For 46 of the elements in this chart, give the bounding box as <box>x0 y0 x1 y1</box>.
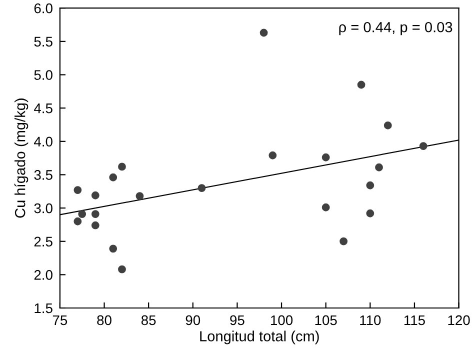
point <box>109 173 118 182</box>
y-tick-label: 5.0 <box>34 70 52 80</box>
point <box>322 153 330 162</box>
point <box>268 151 277 160</box>
point <box>375 163 383 172</box>
point <box>322 203 330 212</box>
point <box>74 186 82 194</box>
point <box>118 162 126 171</box>
y-tick-label: 5.5 <box>34 36 52 47</box>
point <box>78 210 86 218</box>
x-tick-label: 100 <box>270 315 293 326</box>
y-axis-title: Cu hígado (mg/kg) <box>14 98 28 218</box>
x-tick-label: 90 <box>186 315 200 326</box>
x-tick-label: 85 <box>141 315 156 326</box>
x-tick-label: 95 <box>230 315 244 326</box>
point <box>366 181 374 190</box>
point <box>91 191 100 200</box>
x-tick-label: 105 <box>315 315 337 326</box>
x-tick-label: 75 <box>52 315 68 326</box>
y-tick-label: 3.0 <box>34 203 52 214</box>
point <box>136 192 144 200</box>
point <box>384 121 392 130</box>
point <box>118 265 126 274</box>
point <box>91 221 100 230</box>
point <box>419 142 428 150</box>
point <box>340 237 348 246</box>
y-tick-label: 1.5 <box>34 303 52 314</box>
point <box>91 210 100 218</box>
point <box>74 217 82 226</box>
x-axis-title: Longitud total (cm) <box>200 330 319 344</box>
x-tick-label: 115 <box>404 315 425 326</box>
y-tick-label: 4.0 <box>34 136 52 147</box>
x-tick-label: 80 <box>97 315 112 326</box>
annotation: ρ = 0.44, p = 0.03 <box>339 22 452 36</box>
point <box>260 28 268 37</box>
point <box>357 80 366 89</box>
point <box>109 244 118 253</box>
y-tick-label: 3.5 <box>34 170 52 180</box>
y-tick-label: 6.0 <box>34 3 52 14</box>
y-tick-label: 2.5 <box>34 236 52 247</box>
y-tick-label: 2.0 <box>34 270 52 280</box>
x-tick-label: 120 <box>448 315 470 326</box>
y-tick-label: 4.5 <box>34 104 52 114</box>
x-tick-label: 110 <box>360 315 381 326</box>
point <box>366 209 374 218</box>
point <box>198 184 206 192</box>
